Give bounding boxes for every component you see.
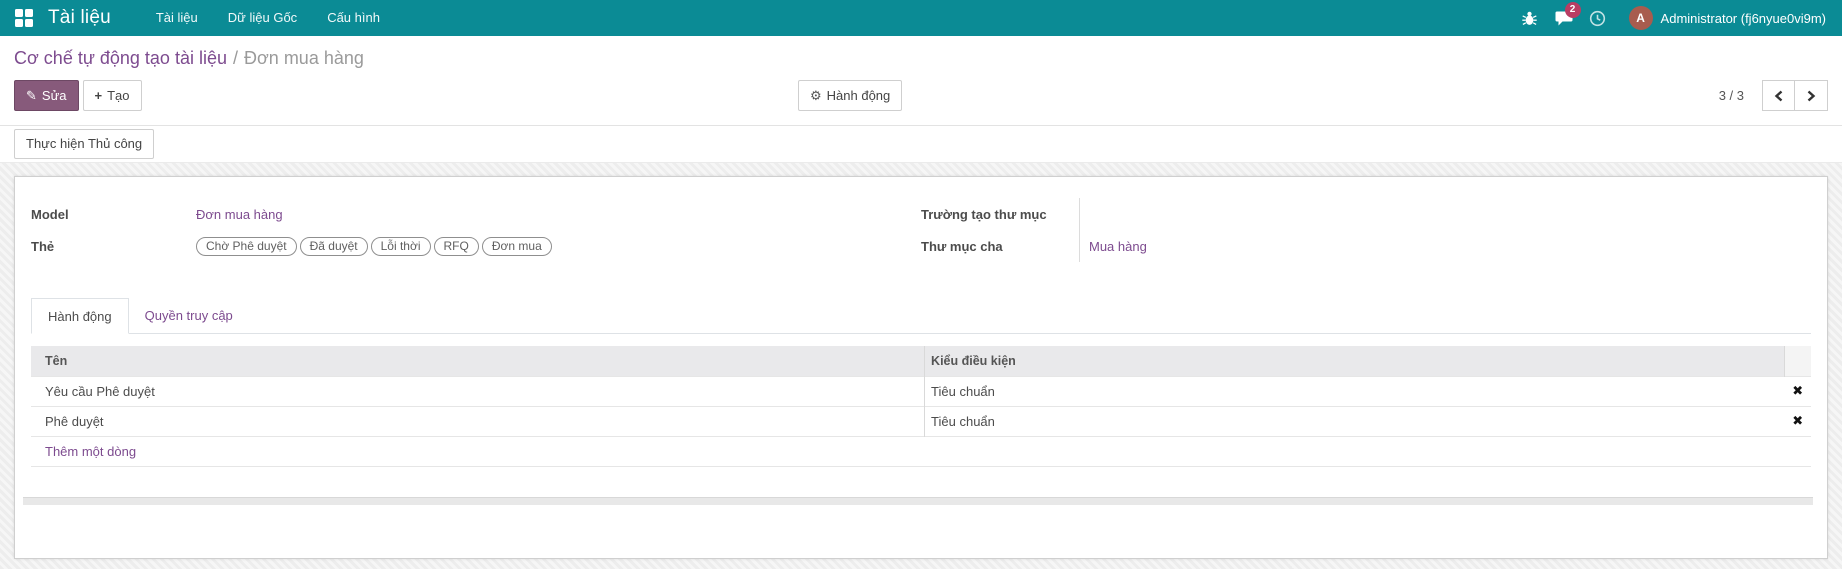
table-header-row: Tên Kiểu điều kiện: [31, 346, 1811, 376]
column-header-name[interactable]: Tên: [31, 346, 925, 376]
navbar-right: 2 A Administrator (fj6nyue0vi9m): [1513, 0, 1830, 36]
user-avatar[interactable]: A: [1628, 6, 1653, 30]
control-panel-buttons: ✎ Sửa + Tạo ⚙ Hành động 3 / 3: [14, 80, 1828, 111]
actions-list-table: Tên Kiểu điều kiện Yêu cầu Phê duyệt Tiê…: [31, 346, 1811, 467]
tab-quyen-truy-cap[interactable]: Quyền truy cập: [144, 308, 233, 323]
control-panel: Cơ chế tự động tạo tài liệu / Đơn mua hàng…: [0, 36, 1842, 126]
pager-next-button[interactable]: [1795, 80, 1828, 111]
row-name-cell[interactable]: Phê duyệt: [31, 405, 925, 436]
main-menu: Tài liệu Dữ liệu Gốc Cấu hình: [141, 0, 395, 36]
parent-folder-label: Thư mục cha: [921, 238, 1003, 254]
app-brand[interactable]: Tài liệu: [48, 7, 111, 28]
delete-row-icon[interactable]: ✖: [1792, 383, 1804, 398]
delete-row-icon[interactable]: ✖: [1792, 413, 1804, 428]
pager-previous-button[interactable]: [1762, 80, 1795, 111]
tab-hanh-dong[interactable]: Hành động: [31, 298, 129, 334]
breadcrumb-separator: /: [232, 48, 238, 68]
activities-clock-icon[interactable]: [1581, 0, 1615, 36]
tags-field-label: Thẻ: [31, 238, 55, 254]
horizontal-scrollbar[interactable]: [23, 497, 1813, 505]
row-name-cell[interactable]: Yêu cầu Phê duyệt: [31, 375, 925, 406]
breadcrumb: Cơ chế tự động tạo tài liệu / Đơn mua hàng: [14, 45, 1828, 71]
tag-pill[interactable]: Đã duyệt: [299, 236, 368, 256]
form-sheet: Model Đơn mua hàng Thẻ Chờ Phê duyệt Đã …: [14, 176, 1828, 559]
debug-bug-icon[interactable]: [1513, 0, 1547, 36]
table-row[interactable]: Phê duyệt Tiêu chuẩn ✖: [31, 405, 1811, 436]
parent-folder-value[interactable]: Mua hàng: [1089, 238, 1147, 254]
manual-run-button[interactable]: Thực hiện Thủ công: [14, 129, 155, 159]
add-line-link[interactable]: Thêm một dòng: [31, 435, 1811, 467]
plus-icon: +: [94, 88, 103, 103]
row-condition-cell[interactable]: Tiêu chuẩn: [924, 375, 1785, 406]
column-header-condition[interactable]: Kiểu điều kiện: [924, 346, 1785, 376]
tag-pill[interactable]: RFQ: [433, 236, 479, 256]
tags-field-value: Chờ Phê duyệt Đã duyệt Lỗi thời RFQ Đơn …: [196, 236, 552, 256]
edit-button[interactable]: ✎ Sửa: [14, 80, 79, 111]
column-header-delete: [1783, 346, 1811, 376]
breadcrumb-current: Đơn mua hàng: [244, 48, 364, 68]
add-line-row[interactable]: Thêm một dòng: [31, 435, 1811, 467]
notebook-tabs: Hành động Quyền truy cập: [31, 298, 1811, 334]
messages-icon[interactable]: 2: [1547, 0, 1581, 36]
tag-pill[interactable]: Đơn mua: [481, 236, 552, 256]
chevron-left-icon: [1774, 90, 1782, 101]
folder-field-label: Trường tạo thư mục: [921, 206, 1047, 222]
menu-cau-hinh[interactable]: Cấu hình: [327, 10, 380, 25]
form-view-background: Model Đơn mua hàng Thẻ Chờ Phê duyệt Đã …: [0, 163, 1842, 569]
field-group-right: Trường tạo thư mục Thư mục cha Mua hàng: [921, 198, 1811, 262]
chevron-right-icon: [1807, 90, 1816, 101]
pager-value: 3 / 3: [1718, 88, 1744, 103]
field-grid: Model Đơn mua hàng Thẻ Chờ Phê duyệt Đã …: [31, 198, 1811, 262]
field-group-left: Model Đơn mua hàng Thẻ Chờ Phê duyệt Đã …: [31, 198, 921, 262]
pencil-icon: ✎: [26, 88, 37, 103]
apps-grid-icon[interactable]: [14, 8, 34, 28]
menu-tai-lieu[interactable]: Tài liệu: [155, 10, 198, 25]
table-row[interactable]: Yêu cầu Phê duyệt Tiêu chuẩn ✖: [31, 375, 1811, 406]
pager: 3 / 3: [1719, 80, 1828, 111]
model-field-label: Model: [31, 206, 69, 222]
messages-count-badge: 2: [1564, 2, 1581, 18]
gear-icon: ⚙: [810, 88, 822, 103]
top-navbar: Tài liệu Tài liệu Dữ liệu Gốc Cấu hình 2: [0, 0, 1842, 36]
model-field-value[interactable]: Đơn mua hàng: [196, 206, 283, 222]
breadcrumb-parent-link[interactable]: Cơ chế tự động tạo tài liệu: [14, 48, 227, 68]
row-condition-cell[interactable]: Tiêu chuẩn: [924, 405, 1785, 436]
tag-pill[interactable]: Lỗi thời: [370, 236, 431, 256]
user-menu[interactable]: Administrator (fj6nyue0vi9m): [1660, 10, 1826, 26]
tag-pill[interactable]: Chờ Phê duyệt: [196, 236, 297, 256]
create-button[interactable]: + Tạo: [82, 80, 142, 111]
action-menu-button[interactable]: ⚙ Hành động: [798, 80, 903, 111]
folder-field-value[interactable]: [1079, 198, 1811, 230]
form-statusbar: Thực hiện Thủ công: [0, 126, 1842, 163]
menu-du-lieu-goc[interactable]: Dữ liệu Gốc: [227, 10, 298, 25]
